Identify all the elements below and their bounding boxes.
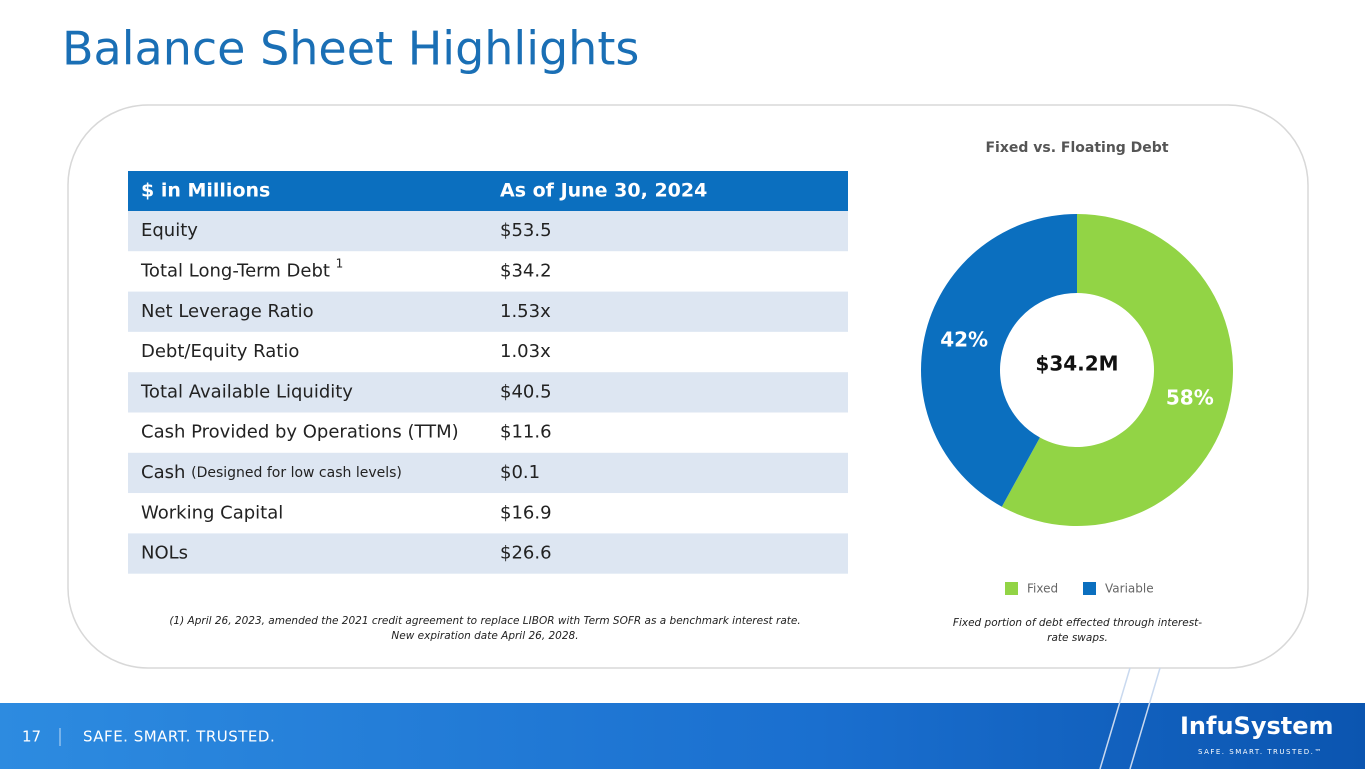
column-header: $ in Millions <box>141 180 270 202</box>
table-row-bg <box>128 452 848 494</box>
row-label: NOLs <box>141 543 188 564</box>
table-row-bg <box>128 412 848 453</box>
table-row-bg <box>128 251 848 292</box>
row-label: Debt/Equity Ratio <box>141 341 299 362</box>
value-label: 42% <box>940 328 988 352</box>
column-header: As of June 30, 2024 <box>500 180 707 202</box>
value-label: 58% <box>1166 385 1214 409</box>
decor-line <box>1129 667 1161 770</box>
row-label: Cash Provided by Operations (TTM) <box>141 422 459 443</box>
row-value: $34.2 <box>500 260 552 281</box>
center-label: $34.2M <box>1035 352 1118 376</box>
row-label-text: Total Available Liquidity <box>140 381 353 402</box>
legend-swatch <box>1005 582 1018 595</box>
row-value: $11.6 <box>500 422 552 443</box>
logo-tagline: SAFE. SMART. TRUSTED.™ <box>1198 748 1323 756</box>
row-label-text: Equity <box>141 220 198 241</box>
row-value: $26.6 <box>500 543 552 564</box>
row-label: Net Leverage Ratio <box>141 301 314 322</box>
row-label: Working Capital <box>141 502 283 523</box>
row-label: Equity <box>141 220 198 241</box>
tagline: SAFE. SMART. TRUSTED. <box>83 728 275 746</box>
footer-band <box>0 703 1365 769</box>
table-row-bg <box>128 291 848 332</box>
decor-line <box>1099 667 1131 770</box>
legend-label: Fixed <box>1027 582 1058 596</box>
page-number: 17 <box>22 728 41 746</box>
row-value: $16.9 <box>500 502 552 523</box>
row-label-text: NOLs <box>141 543 188 564</box>
chart-title: Fixed vs. Floating Debt <box>985 140 1168 156</box>
donut-slice <box>921 214 1077 507</box>
row-label: Total Available Liquidity <box>140 381 353 402</box>
legend-swatch <box>1083 582 1096 595</box>
row-label-text: Cash <box>141 462 185 483</box>
row-label-text: Working Capital <box>141 502 283 523</box>
row-label-text: Cash Provided by Operations (TTM) <box>141 422 459 443</box>
footnote: (1) April 26, 2023, amended the 2021 cre… <box>169 615 800 627</box>
donut-slice <box>1001 214 1233 527</box>
footnote-ref: 1 <box>336 256 344 270</box>
row-label-text: Total Long-Term Debt <box>140 260 330 281</box>
row-value: 1.03x <box>500 341 551 362</box>
table-row-bg <box>128 331 848 373</box>
table-row-bg <box>128 211 848 252</box>
slide-title: Balance Sheet Highlights <box>62 22 639 76</box>
chart-note: Fixed portion of debt effected through i… <box>952 617 1203 644</box>
row-label-text: Net Leverage Ratio <box>141 301 314 322</box>
chart-note-box: Fixed portion of debt effected through i… <box>952 617 1203 644</box>
table-row-bg <box>128 493 848 534</box>
row-label-text: Debt/Equity Ratio <box>141 341 299 362</box>
row-label: Cash (Designed for low cash levels) <box>141 462 402 483</box>
table-header-bg <box>128 171 848 211</box>
row-value: $40.5 <box>500 381 552 402</box>
row-value: 1.53x <box>500 301 551 322</box>
legend-label: Variable <box>1105 582 1154 596</box>
row-note: (Designed for low cash levels) <box>191 465 402 481</box>
logo: InfuSystem <box>1180 712 1334 740</box>
row-value: $0.1 <box>500 462 540 483</box>
table-row-bg <box>128 533 848 574</box>
footnote: New expiration date April 26, 2028. <box>391 630 578 642</box>
row-label: Total Long-Term Debt 1 <box>140 256 343 282</box>
row-value: $53.5 <box>500 220 552 241</box>
table-row-bg <box>128 372 848 413</box>
